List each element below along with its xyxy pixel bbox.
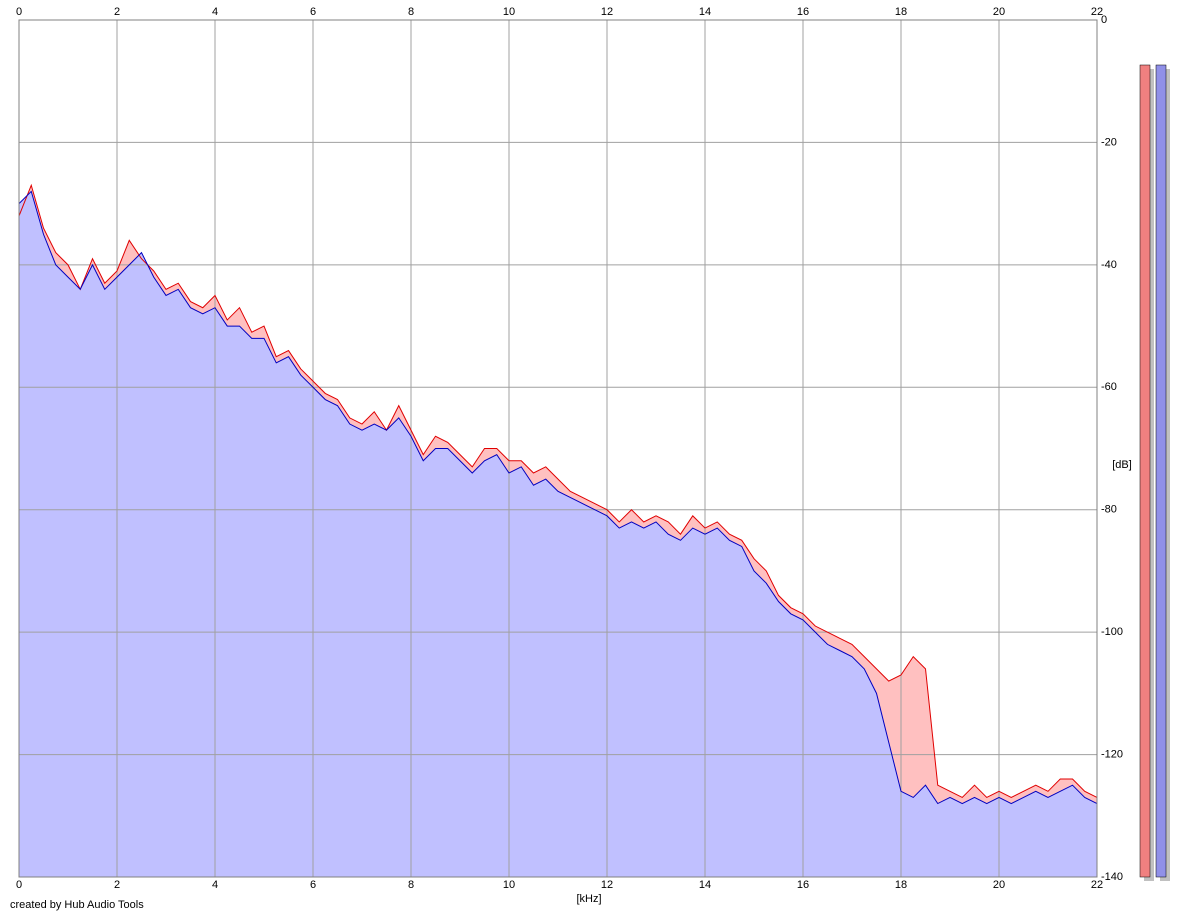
y-tick-label: -140 <box>1101 871 1123 883</box>
y-tick-label: -100 <box>1101 626 1123 638</box>
y-tick-label: 0 <box>1101 14 1107 26</box>
x-tick-label-top: 4 <box>212 6 218 18</box>
x-tick-label: 18 <box>895 879 907 891</box>
x-tick-label-top: 20 <box>993 6 1005 18</box>
x-tick-label: 8 <box>408 879 414 891</box>
y-tick-label: -120 <box>1101 748 1123 760</box>
x-tick-label: 4 <box>212 879 218 891</box>
x-tick-label-top: 12 <box>601 6 613 18</box>
y-tick-label: -80 <box>1101 504 1117 516</box>
level-meter-left <box>1139 64 1151 878</box>
spectrum-fill <box>19 191 1097 877</box>
x-tick-label-top: 14 <box>699 6 711 18</box>
x-tick-label-top: 22 <box>1091 6 1103 18</box>
y-tick-label: -20 <box>1101 136 1117 148</box>
spectrum-line <box>18 190 1098 805</box>
x-tick-label-top: 8 <box>408 6 414 18</box>
plot-border <box>18 19 1098 878</box>
x-tick-label: 6 <box>310 879 316 891</box>
x-tick-label: 10 <box>503 879 515 891</box>
x-tick-label-top: 0 <box>16 6 22 18</box>
x-tick-label-top: 2 <box>114 6 120 18</box>
y-axis-label: [dB] <box>1112 459 1132 471</box>
x-tick-label: 20 <box>993 879 1005 891</box>
spectrum-line <box>18 183 1098 799</box>
x-tick-label-top: 6 <box>310 6 316 18</box>
x-tick-label-top: 16 <box>797 6 809 18</box>
x-tick-label-top: 10 <box>503 6 515 18</box>
x-tick-label: 0 <box>16 879 22 891</box>
x-tick-label: 12 <box>601 879 613 891</box>
y-tick-label: -40 <box>1101 259 1117 271</box>
x-tick-label: 16 <box>797 879 809 891</box>
y-tick-label: -60 <box>1101 381 1117 393</box>
credit: created by Hub Audio Tools <box>10 899 144 911</box>
x-tick-label: 14 <box>699 879 711 891</box>
x-tick-label-top: 18 <box>895 6 907 18</box>
x-tick-label: 2 <box>114 879 120 891</box>
x-tick-label: 22 <box>1091 879 1103 891</box>
x-axis-label: [kHz] <box>576 893 601 905</box>
plot-area <box>18 19 1098 878</box>
level-meter-right <box>1155 64 1167 878</box>
